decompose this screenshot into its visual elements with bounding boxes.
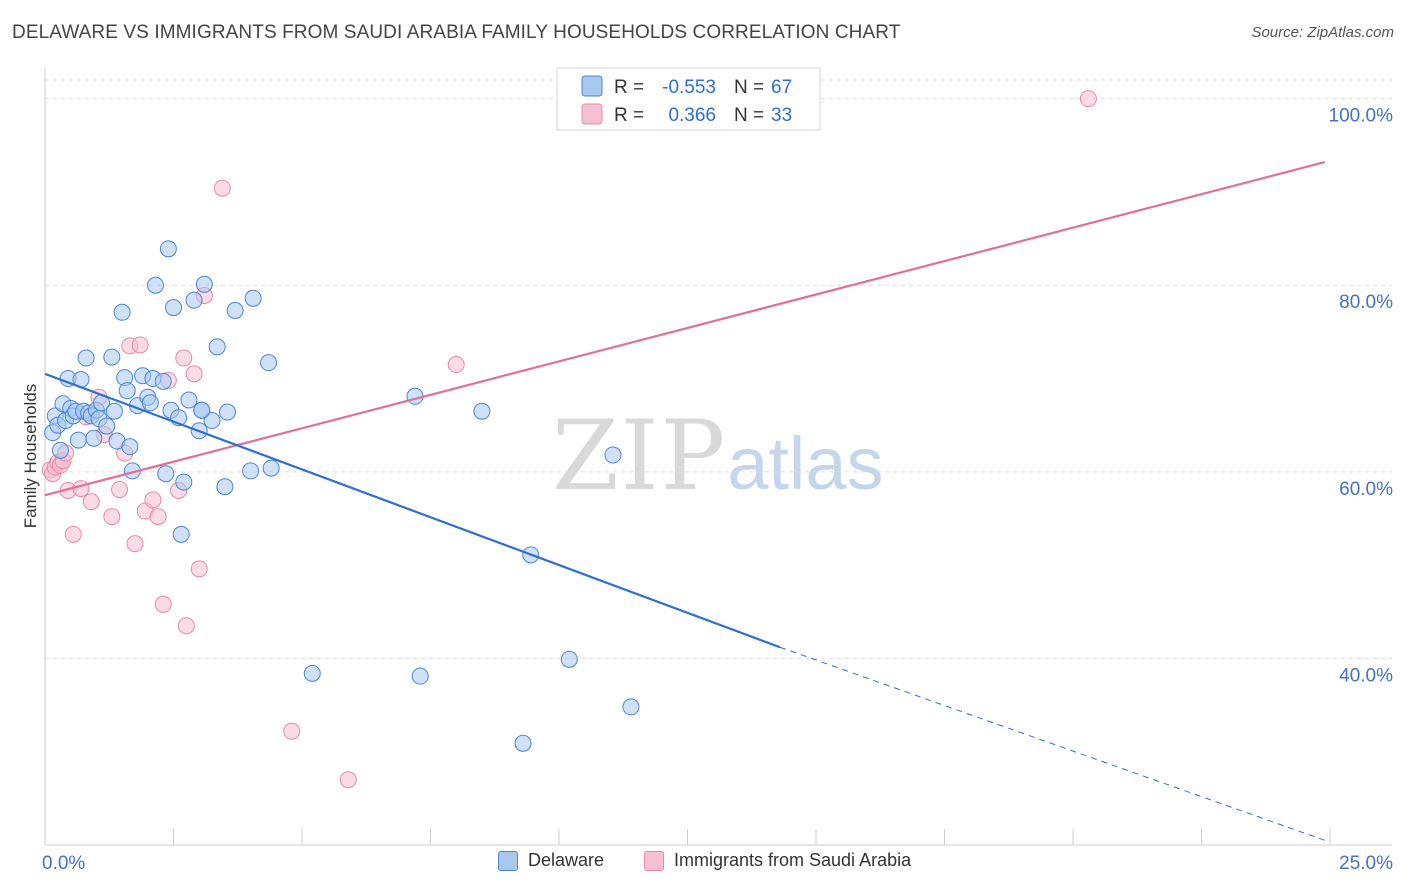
point-delaware (175, 473, 193, 491)
point-delaware (514, 734, 532, 752)
x-tick-labels: 0.0% 25.0% (42, 853, 1393, 874)
legend-swatch-saudi-arabia-icon (581, 103, 603, 125)
point-delaware (195, 275, 213, 293)
y-tick-label: 100.0% (1329, 106, 1394, 127)
trend-lines (44, 161, 1326, 841)
legend-n-value: 67 (771, 77, 792, 98)
point-delaware (98, 417, 116, 435)
point-saudi-arabia (190, 560, 208, 578)
point-delaware (218, 403, 236, 421)
y-tick-label: 40.0% (1339, 665, 1393, 686)
point-saudi-arabia (111, 481, 129, 499)
point-saudi-arabia (185, 365, 203, 383)
point-saudi-arabia (126, 535, 144, 553)
correlation-legend: R = -0.553 N = 67 R = 0.366 N = 33 (556, 67, 821, 131)
point-delaware (118, 382, 136, 400)
point-delaware (208, 338, 226, 356)
point-delaware (226, 301, 244, 319)
point-delaware (113, 303, 131, 321)
point-delaware (77, 349, 95, 367)
point-delaware (262, 459, 280, 477)
point-delaware (141, 394, 159, 412)
watermark-atlas: atlas (727, 422, 884, 505)
point-saudi-arabia (144, 491, 162, 509)
point-saudi-arabia (339, 771, 357, 789)
point-delaware (69, 431, 87, 449)
bottom-legend: Delaware Immigrants from Saudi Arabia (0, 850, 1406, 880)
trend-line-delaware-extension (779, 646, 1326, 841)
point-saudi-arabia (177, 617, 195, 635)
legend-r-label: R = (614, 77, 644, 98)
point-saudi-arabia (72, 480, 90, 498)
point-delaware (411, 667, 429, 685)
point-delaware (260, 354, 278, 372)
series-delaware-points (44, 240, 640, 752)
point-saudi-arabia (149, 508, 167, 526)
point-saudi-arabia (283, 722, 301, 740)
trend-line-delaware (44, 372, 781, 649)
point-delaware (157, 465, 175, 483)
point-delaware (105, 402, 123, 420)
point-delaware (180, 391, 198, 409)
x-tick-label: 0.0% (42, 853, 85, 874)
legend-n-label: N = (734, 77, 764, 98)
point-delaware (85, 429, 103, 447)
point-saudi-arabia (131, 336, 149, 354)
point-saudi-arabia (64, 525, 82, 543)
legend-n-label: N = (734, 105, 764, 126)
point-delaware (154, 372, 172, 390)
point-delaware (203, 412, 221, 430)
point-saudi-arabia (447, 356, 465, 374)
gridlines (45, 79, 1392, 659)
point-delaware (216, 478, 234, 496)
point-delaware (51, 441, 69, 459)
point-delaware (244, 289, 262, 307)
point-saudi-arabia (213, 179, 231, 197)
axes (44, 68, 1392, 846)
y-tick-labels: 40.0% 60.0% 80.0% 100.0% (1329, 106, 1394, 687)
x-tick-label: 25.0% (1339, 853, 1393, 874)
legend-label-saudi-arabia: Immigrants from Saudi Arabia (674, 850, 912, 870)
point-saudi-arabia (103, 508, 121, 526)
point-saudi-arabia (82, 493, 100, 511)
legend-swatch-delaware-icon (581, 75, 603, 97)
legend-item-delaware[interactable]: Delaware (498, 850, 604, 871)
watermark-zip: ZIP (552, 400, 728, 512)
y-axis-title: Family Households (21, 384, 40, 529)
legend-r-label: R = (614, 105, 644, 126)
point-delaware (193, 401, 211, 419)
trend-line-saudi-arabia (44, 161, 1326, 497)
point-delaware (560, 650, 578, 668)
point-delaware (121, 438, 139, 456)
legend-r-value: -0.553 (662, 77, 716, 98)
point-delaware (165, 299, 182, 317)
point-delaware (147, 276, 165, 294)
point-saudi-arabia (154, 595, 172, 613)
point-delaware (185, 291, 203, 309)
chart-title: DELAWARE VS IMMIGRANTS FROM SAUDI ARABIA… (12, 22, 901, 43)
point-delaware (604, 446, 622, 464)
point-delaware (303, 664, 321, 682)
delaware-swatch-icon (498, 850, 518, 871)
legend-label-delaware: Delaware (528, 850, 605, 870)
saudi-arabia-swatch-icon (644, 850, 664, 871)
point-delaware (242, 462, 260, 480)
legend-n-value: 33 (771, 105, 792, 126)
source-credit: Source: ZipAtlas.com (1251, 24, 1394, 41)
legend-item-saudi-arabia[interactable]: Immigrants from Saudi Arabia (644, 850, 911, 871)
point-saudi-arabia (175, 349, 193, 367)
point-delaware (172, 525, 190, 543)
y-tick-label: 60.0% (1339, 479, 1393, 500)
point-delaware (103, 348, 121, 366)
point-delaware (473, 402, 491, 420)
watermark: ZIPatlas (552, 400, 884, 512)
point-delaware (159, 240, 177, 258)
point-saudi-arabia (1079, 90, 1097, 108)
y-tick-label: 80.0% (1339, 292, 1393, 313)
point-delaware (622, 698, 640, 716)
legend-r-value: 0.366 (668, 105, 716, 126)
